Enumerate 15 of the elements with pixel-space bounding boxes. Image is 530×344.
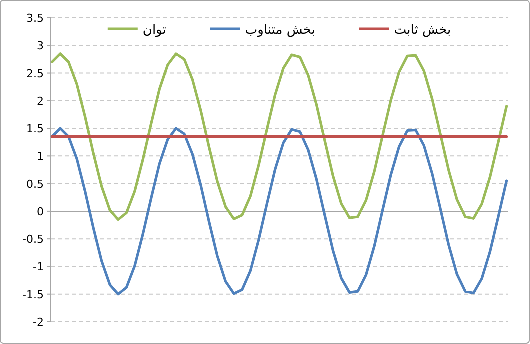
y-tick-label: 0 [37,205,44,218]
y-tick-label: 0.5 [26,178,44,191]
y-tick-label: -2 [33,316,44,329]
y-tick-label: -0.5 [22,233,44,246]
legend-label: بخش متناوب [245,23,316,38]
y-tick-label: -1.5 [22,288,44,302]
y-tick-label: 2.5 [26,67,44,80]
legend-label: توان [142,23,167,38]
y-tick-label: 1.5 [26,122,44,136]
y-tick-label: 3 [37,40,44,53]
legend-label: بخش ثابت [394,23,452,38]
y-tick-label: 3.5 [26,12,44,25]
y-tick-label: -1 [33,260,44,274]
y-tick-label: 1 [37,150,44,164]
y-tick-label: 2 [37,94,44,108]
